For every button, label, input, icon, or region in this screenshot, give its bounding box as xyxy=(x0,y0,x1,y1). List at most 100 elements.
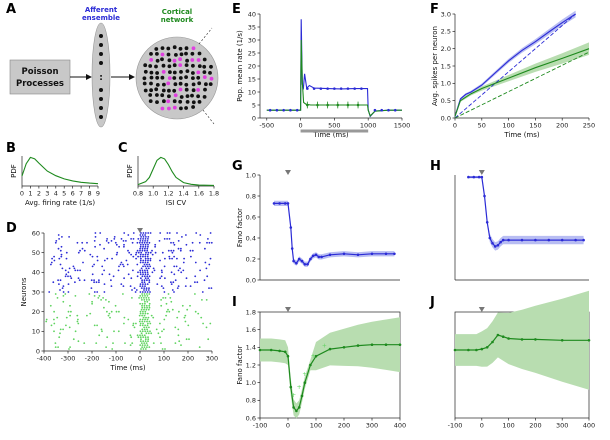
cortical-spike xyxy=(45,320,48,323)
cortical-spike xyxy=(146,344,149,346)
cortical-spike xyxy=(54,342,57,344)
fano-point xyxy=(480,175,484,179)
cortical-spike xyxy=(149,330,151,333)
cortical-spike xyxy=(165,314,168,317)
cortical-spike xyxy=(145,316,147,319)
x-tick-label: 0 xyxy=(286,422,290,430)
x-axis-label: Avg. firing rate (1/s) xyxy=(25,199,95,207)
afferent-spike xyxy=(130,238,133,240)
cortical-spike xyxy=(164,348,166,350)
afferent-spike xyxy=(91,265,94,268)
fano-point xyxy=(286,202,290,205)
cortical-excitatory-dot xyxy=(167,58,172,63)
afferent-spike xyxy=(149,232,152,234)
cortical-spike xyxy=(77,340,80,343)
afferent-spike xyxy=(183,257,186,260)
afferent-spike xyxy=(172,249,175,252)
afferent-spike xyxy=(93,263,95,266)
y-axis-label: Pop. mean rate (1/s) xyxy=(236,30,244,102)
x-tick-label: 1.2 xyxy=(163,190,173,198)
cortical-excitatory-dot xyxy=(173,82,178,87)
fano-point xyxy=(300,259,304,263)
cortical-spike xyxy=(67,310,70,313)
firing-rate-pdf-line xyxy=(21,156,99,185)
cortical-spike xyxy=(141,306,144,309)
x-tick-label: 50 xyxy=(478,122,486,130)
cortical-spike xyxy=(177,334,180,337)
afferent-spike xyxy=(136,249,139,252)
afferent-neuron-dot xyxy=(99,61,103,65)
cortical-spike xyxy=(140,348,142,350)
afferent-spike xyxy=(149,265,152,268)
cortical-spike xyxy=(165,302,168,305)
cortical-excitatory-dot xyxy=(197,64,202,68)
cortical-excitatory-dot xyxy=(202,57,207,62)
afferent-spike xyxy=(191,249,194,252)
cortical-inhibitory-dot xyxy=(209,76,214,81)
cortical-spike xyxy=(127,318,130,321)
cortical-inhibitory-dot xyxy=(160,52,165,57)
cortical-spike xyxy=(168,310,171,313)
afferent-spike xyxy=(154,245,157,248)
cortical-spike xyxy=(144,344,146,346)
cortical-spike xyxy=(62,295,65,297)
fano-point xyxy=(587,339,591,342)
cortical-inhibitory-dot xyxy=(178,57,183,62)
afferent-spike xyxy=(123,277,125,280)
fano-point xyxy=(534,238,537,242)
cortical-spike xyxy=(152,342,155,344)
afferent-spike xyxy=(132,269,134,272)
afferent-spike xyxy=(199,269,202,272)
cortical-spike xyxy=(138,297,141,299)
y-tick-label: 0.4 xyxy=(246,234,256,242)
cortical-spike xyxy=(105,346,107,348)
cortical-excitatory-dot xyxy=(149,81,153,86)
y-tick-label: 0.0 xyxy=(246,276,256,284)
cortical-spike xyxy=(143,297,145,299)
y-tick-label: 2.0 xyxy=(441,45,451,53)
afferent-spike xyxy=(171,251,174,254)
afferent-spike xyxy=(151,249,153,252)
fano-point xyxy=(493,245,497,248)
poisson-comparison-marker: + xyxy=(311,353,316,360)
cortical-spike xyxy=(68,326,71,329)
cortical-spike xyxy=(162,297,165,299)
afferent-spike xyxy=(103,247,105,250)
afferent-spike xyxy=(139,291,142,293)
cortical-spike xyxy=(110,310,113,313)
cortical-spike xyxy=(139,340,142,343)
cortical-spike xyxy=(107,314,110,317)
afferent-spike xyxy=(60,245,63,248)
fano-point xyxy=(488,236,492,240)
afferent-spike xyxy=(77,277,80,280)
afferent-spike xyxy=(74,269,77,272)
cortical-spike xyxy=(57,346,59,348)
afferent-spike xyxy=(144,245,147,248)
fano-point xyxy=(467,348,470,352)
afferent-spike xyxy=(132,255,135,258)
cortical-spike xyxy=(141,320,144,323)
poisson-label-line1: Poisson xyxy=(22,67,59,77)
cortical-spike xyxy=(98,295,101,297)
afferent-spike xyxy=(79,269,81,272)
fano-point xyxy=(292,406,295,409)
cortical-spike xyxy=(144,300,146,303)
afferent-spike xyxy=(94,236,97,238)
x-tick-label: 100 xyxy=(158,355,170,363)
afferent-spike xyxy=(130,253,133,256)
afferent-spike xyxy=(139,247,142,250)
afferent-spike xyxy=(126,263,129,266)
panel-label-b: B xyxy=(6,141,16,156)
afferent-spike xyxy=(138,241,141,244)
fano-point xyxy=(520,238,524,242)
cortical-spike xyxy=(189,304,191,307)
y-tick-label: 20 xyxy=(32,308,40,316)
afferent-spike xyxy=(57,247,60,250)
cortical-spike xyxy=(143,346,146,348)
afferent-spike xyxy=(199,234,202,236)
cortical-spike xyxy=(145,342,148,344)
cortical-excitatory-dot xyxy=(161,88,166,93)
afferent-spike xyxy=(69,275,72,278)
afferent-spike xyxy=(137,255,140,258)
x-tick-label: -100 xyxy=(253,422,268,430)
